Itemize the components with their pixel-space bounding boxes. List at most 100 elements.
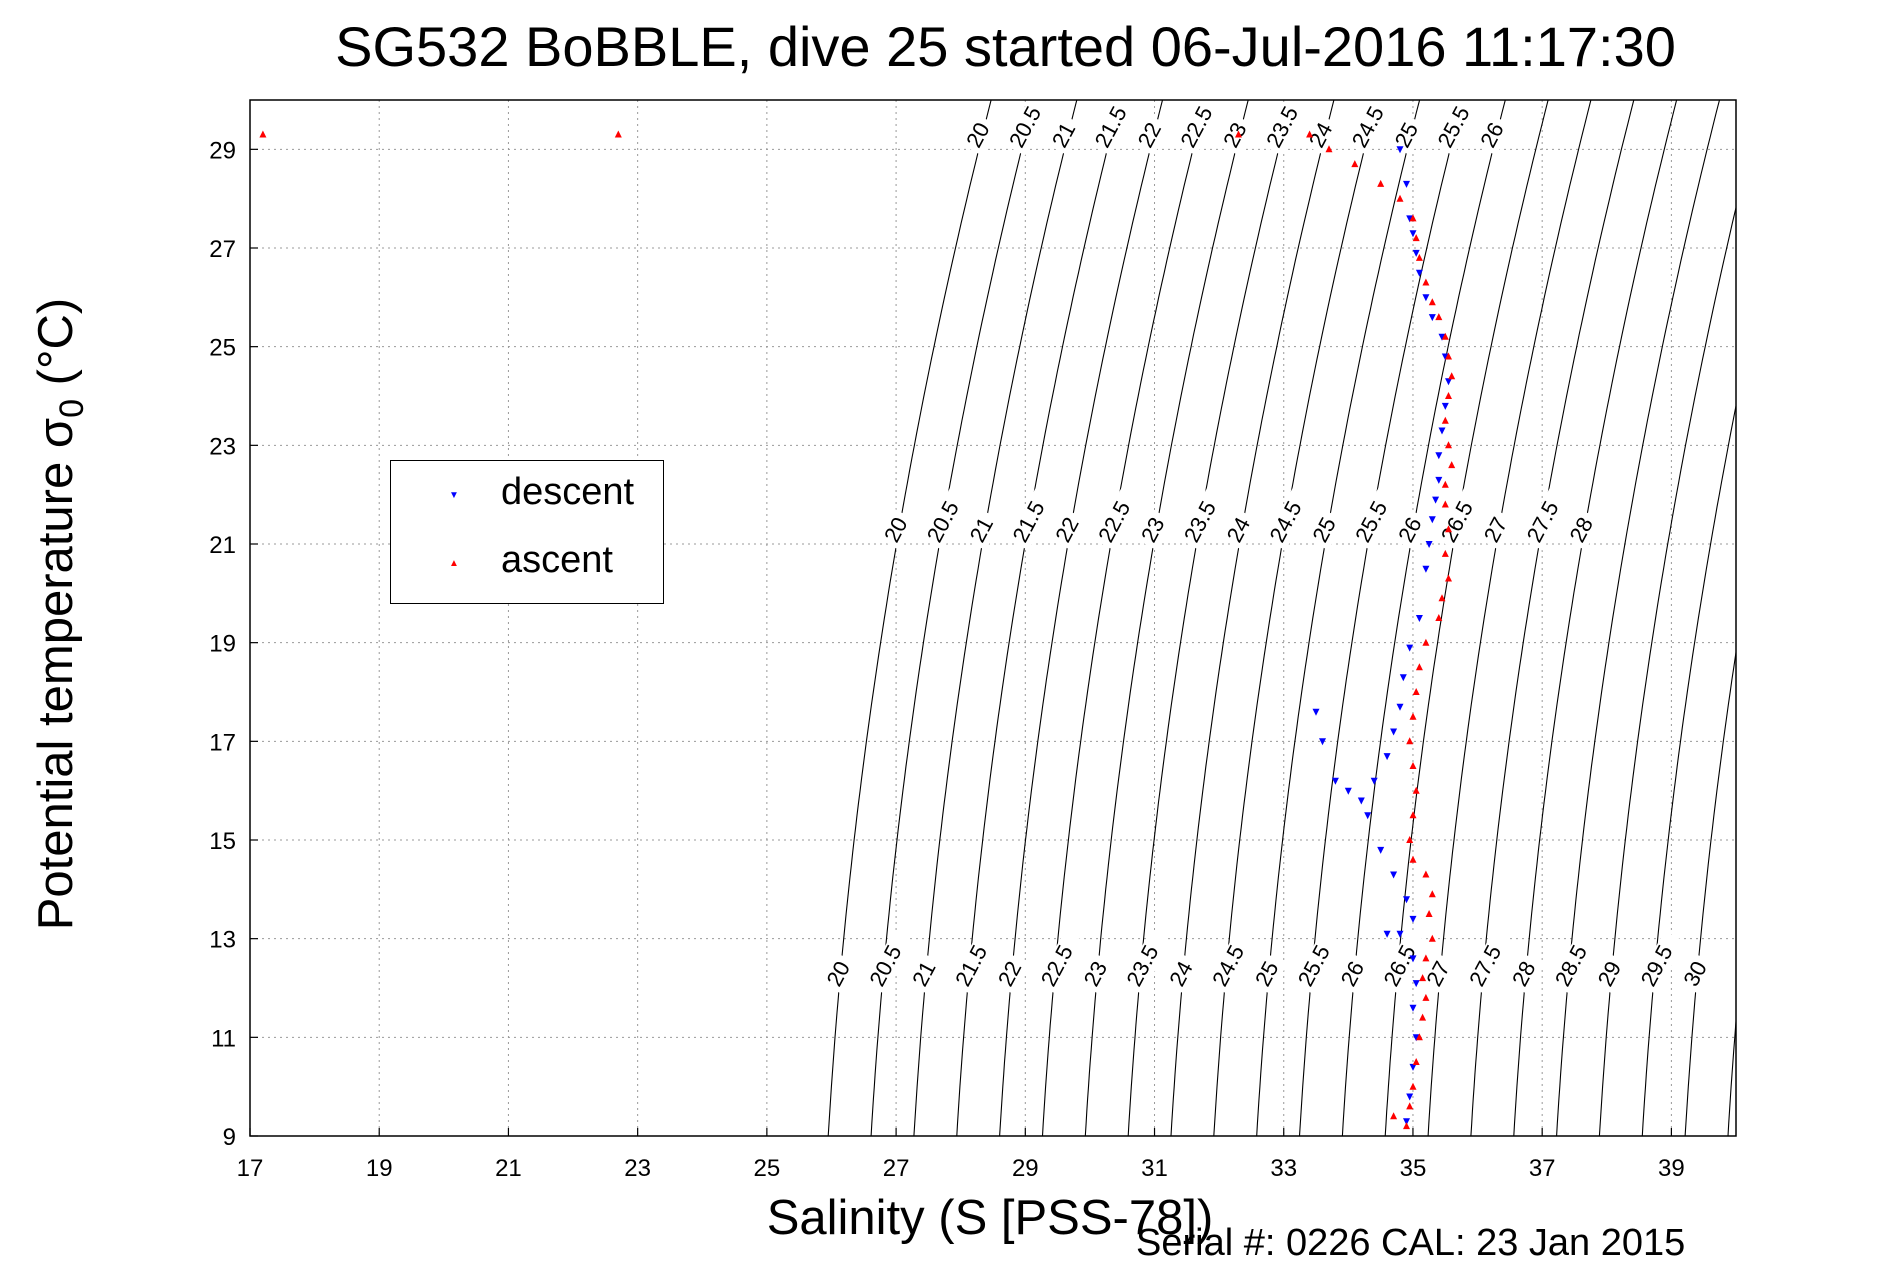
ascent-point (1448, 461, 1456, 469)
isopycnal-label-bg (1047, 114, 1084, 156)
ascent-point (1415, 253, 1423, 261)
ascent-point (1325, 145, 1333, 153)
ascent-point (1409, 214, 1417, 222)
descent-point (1412, 1034, 1420, 1042)
x-tick-label: 37 (1529, 1155, 1556, 1182)
ascent-point (1441, 332, 1449, 340)
ascent-point (1422, 993, 1430, 1001)
ascent-point (1406, 836, 1414, 843)
isopycnal-label-bg (1051, 509, 1088, 551)
isopycnal-label-bg (1393, 509, 1431, 551)
descent-point (1377, 846, 1385, 854)
ascent-point (1422, 278, 1430, 286)
y-tick-label: 23 (209, 433, 236, 460)
legend-marker-descent: ▼ (449, 490, 459, 501)
isopycnal-label-bg (1133, 114, 1170, 156)
descent-point (1396, 703, 1404, 711)
descent-point (1383, 753, 1391, 761)
descent-point (1438, 333, 1446, 341)
isopycnal-label-bg (1079, 953, 1116, 995)
isopycnal-label-bg (922, 486, 971, 551)
y-tick-label: 19 (209, 631, 236, 658)
ascent-point (1445, 352, 1452, 360)
isopycnal-line (1727, 1015, 1736, 1136)
isopycnal-label-bg (1122, 930, 1171, 995)
legend-marker-ascent: ▲ (449, 558, 459, 569)
isopycnal-label-bg (822, 953, 859, 995)
ascent-point (1419, 1013, 1427, 1021)
isopycnal-label-bg (1479, 509, 1516, 551)
descent-point (1370, 777, 1378, 785)
isopycnal-label-bg (1679, 953, 1716, 995)
ascent-point (1406, 1102, 1414, 1110)
descent-point (1441, 353, 1449, 361)
isopycnal-label: 24.5 (1347, 91, 1396, 156)
ascent-point (1409, 762, 1417, 769)
ascent-point (1445, 574, 1452, 582)
isopycnal-label-bg (1261, 91, 1311, 156)
descent-point (1399, 674, 1407, 682)
descent-point (1406, 1093, 1414, 1101)
isopycnal-label-bg (1176, 91, 1225, 156)
isopycnal-label-bg (1507, 953, 1544, 995)
descent-point (1412, 980, 1420, 988)
data-points (259, 130, 1456, 1130)
isopycnal-label-bg (1464, 930, 1514, 995)
isopycnal-label-bg (1093, 486, 1143, 551)
ascent-point (1445, 441, 1452, 449)
descent-point (1428, 516, 1436, 524)
x-tick-label: 29 (1012, 1155, 1039, 1182)
descent-point (1383, 930, 1391, 938)
y-tick-label: 9 (223, 1124, 236, 1151)
descent-point (1390, 871, 1398, 879)
isopycnal-label-bg (865, 930, 914, 995)
isopycnal-label-bg (965, 509, 1002, 551)
isopycnal-label-bg (1265, 486, 1314, 551)
ascent-point (1441, 549, 1449, 557)
isopycnal-label-bg (1347, 91, 1396, 156)
isopycnal-label-bg (1522, 486, 1571, 551)
descent-point (1357, 797, 1365, 805)
x-tick-label: 17 (237, 1155, 264, 1182)
isopycnal-label-bg (1207, 930, 1257, 995)
isopycnal-label-bg (993, 953, 1030, 995)
ascent-point (1235, 130, 1242, 138)
isopycnal-label-bg (1222, 509, 1259, 551)
axis-ticks: 17 19 21 23 25 27 29 31 33 35 37 399111315171921232… (209, 137, 1684, 1182)
ascent-point (1409, 855, 1417, 863)
ascent-point (1409, 1082, 1417, 1090)
isopycnal-label-bg (961, 114, 999, 156)
isopycnal-label-bg (1476, 114, 1513, 156)
ascent-point (1422, 954, 1430, 962)
isopycnal-label-bg (1136, 509, 1173, 551)
descent-point (1428, 314, 1436, 322)
isopycnal-label: 23 (1079, 953, 1116, 995)
descent-point (1406, 215, 1414, 223)
isopycnal-label-bg (1550, 930, 1600, 995)
isopycnal-label-bg (907, 953, 945, 995)
descent-point (1435, 476, 1443, 484)
descent-point (1422, 565, 1430, 573)
ascent-point (1412, 786, 1420, 794)
descent-point (1403, 1118, 1410, 1126)
ascent-point (259, 130, 267, 138)
ascent-point (1419, 974, 1427, 982)
descent-point (1409, 955, 1417, 963)
descent-point (1403, 896, 1410, 904)
plot-frame (249, 99, 1737, 1137)
x-tick-label: 35 (1400, 1155, 1427, 1182)
density-contours: 20 20.5 21 21.5 22 22.5 23 23.5 24 24.5 25 25.5 2620… (821, 91, 1736, 1136)
ascent-point (1425, 910, 1433, 917)
descent-point (1403, 180, 1410, 188)
ascent-point (1403, 1122, 1410, 1130)
ascent-point (1428, 298, 1436, 306)
ascent-point (1435, 313, 1443, 321)
ascent-point (1441, 500, 1449, 508)
isopycnal-label-bg (1004, 91, 1054, 156)
isopycnal-label-bg (1433, 91, 1482, 156)
ascent-point (1412, 688, 1420, 695)
x-tick-label: 33 (1270, 1155, 1297, 1182)
legend-label-descent: descent (501, 471, 635, 513)
isopycnal-label: 23 (1136, 509, 1173, 551)
x-tick-label: 21 (495, 1155, 522, 1182)
